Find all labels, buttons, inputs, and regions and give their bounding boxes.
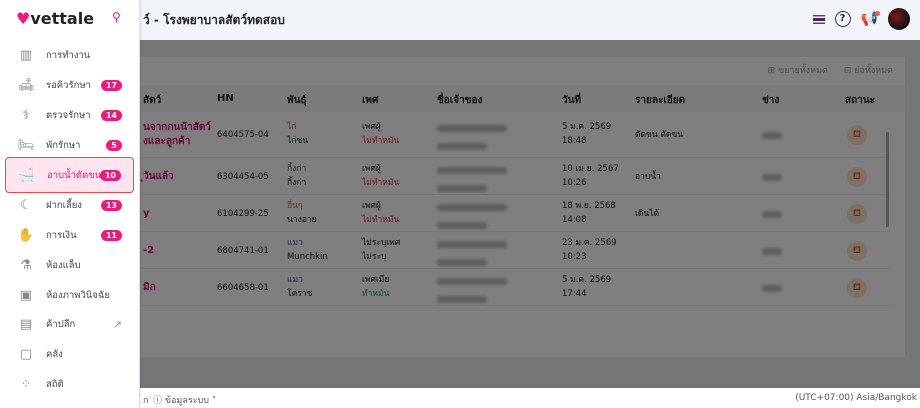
avatar[interactable] [888,8,910,30]
sidebar-item-label: ห้องแล็บ [46,259,81,271]
system-info-button[interactable]: ⓘ ข้อมูลระบบ ˄ [153,396,217,406]
money-hand-icon: ✋ [17,227,35,243]
sidebar-item-label: อาบน้ำตัดขน [47,169,102,181]
top-header: ว์ - โรงพยาบาลสัตว์ทดสอบ ? 📢 [0,0,920,40]
sidebar-item-label: การเงิน [46,229,77,241]
sidebar-item-2[interactable]: ⚕ ตรวจรักษา 14 [5,100,134,130]
sidebar-item-7[interactable]: ⚗ ห้องแล็บ [5,250,134,280]
footer: ก ⓘ ข้อมูลระบบ ˄ (UTC+07:00) Asia/Bangko… [140,388,920,408]
sidebar-item-3[interactable]: 🛏 พักรักษา 5 [5,130,134,160]
count-badge: 11 [100,229,122,241]
sidebar-item-6[interactable]: ✋ การเงิน 11 [5,220,134,250]
sidebar-item-0[interactable]: ▥ การทำงาน [5,40,134,70]
grid-icon: ⁘ [20,376,32,392]
sidebar-item-label: สถิติ [46,378,64,390]
logo-text: vettale [30,9,95,28]
sidebar: ♥vettale ⚲ ▥ การทำงาน 🛋 รอคิวรักษา 17 ⚕ … [0,0,139,408]
bed-icon: 🛏 [17,137,35,153]
thai-flag-icon[interactable] [812,14,825,24]
box-icon: ▢ [19,346,33,362]
external-link-icon[interactable]: ↗ [112,317,122,331]
sidebar-item-1[interactable]: 🛋 รอคิวรักษา 17 [5,70,134,100]
sidebar-item-4[interactable]: 🛁 อาบน้ำตัดขน 10 [5,157,134,193]
sidebar-item-label: ค้าปลีก [46,318,76,330]
sidebar-item-9[interactable]: ▤ ค้าปลีก ↗ [5,309,134,339]
sidebar-item-label: ฝากเลี้ยง [46,199,82,211]
cash-register-icon: ▤ [19,316,33,332]
count-badge: 17 [100,79,122,91]
sidebar-item-label: รอคิวรักษา [46,79,91,91]
count-badge: 10 [99,169,121,181]
timezone: (UTC+07:00) Asia/Bangkok [795,393,917,403]
sidebar-item-10[interactable]: ▢ คลัง [5,339,134,369]
footer-fragment: ก [143,396,149,406]
sidebar-item-label: ห้องภาพวินิจฉัย [46,289,110,301]
test-tube-icon: ⚗ [20,257,32,273]
sidebar-item-label: ตรวจรักษา [46,109,91,121]
sidebar-item-8[interactable]: ▣ ห้องภาพวินิจฉัย [5,280,134,310]
bathtub-icon: 🛁 [18,167,36,183]
help-icon[interactable]: ? [834,11,851,27]
board-icon: ▥ [19,47,33,63]
sofa-icon: 🛋 [17,77,35,93]
announcement-icon[interactable]: 📢 [860,11,881,27]
sidebar-item-11[interactable]: ⁘ สถิติ [5,369,134,399]
modal-overlay[interactable] [140,40,920,388]
system-info-label: ข้อมูลระบบ [164,396,209,406]
sidebar-item-label: การทำงาน [46,49,91,61]
sidebar-item-label: คลัง [46,348,63,360]
count-badge: 5 [106,139,122,151]
count-badge: 14 [100,109,122,121]
count-badge: 13 [100,199,122,211]
xray-icon: ▣ [19,287,33,303]
stethoscope-icon: ⚕ [22,107,30,123]
vettale-logo[interactable]: ♥vettale [16,9,95,28]
moon-icon: ☾ [20,197,32,213]
pin-icon[interactable]: ⚲ [112,10,121,24]
sidebar-item-5[interactable]: ☾ ฝากเลี้ยง 13 [5,190,134,220]
sidebar-item-label: พักรักษา [46,139,81,151]
page-title: ว์ - โรงพยาบาลสัตว์ทดสอบ [143,13,285,27]
